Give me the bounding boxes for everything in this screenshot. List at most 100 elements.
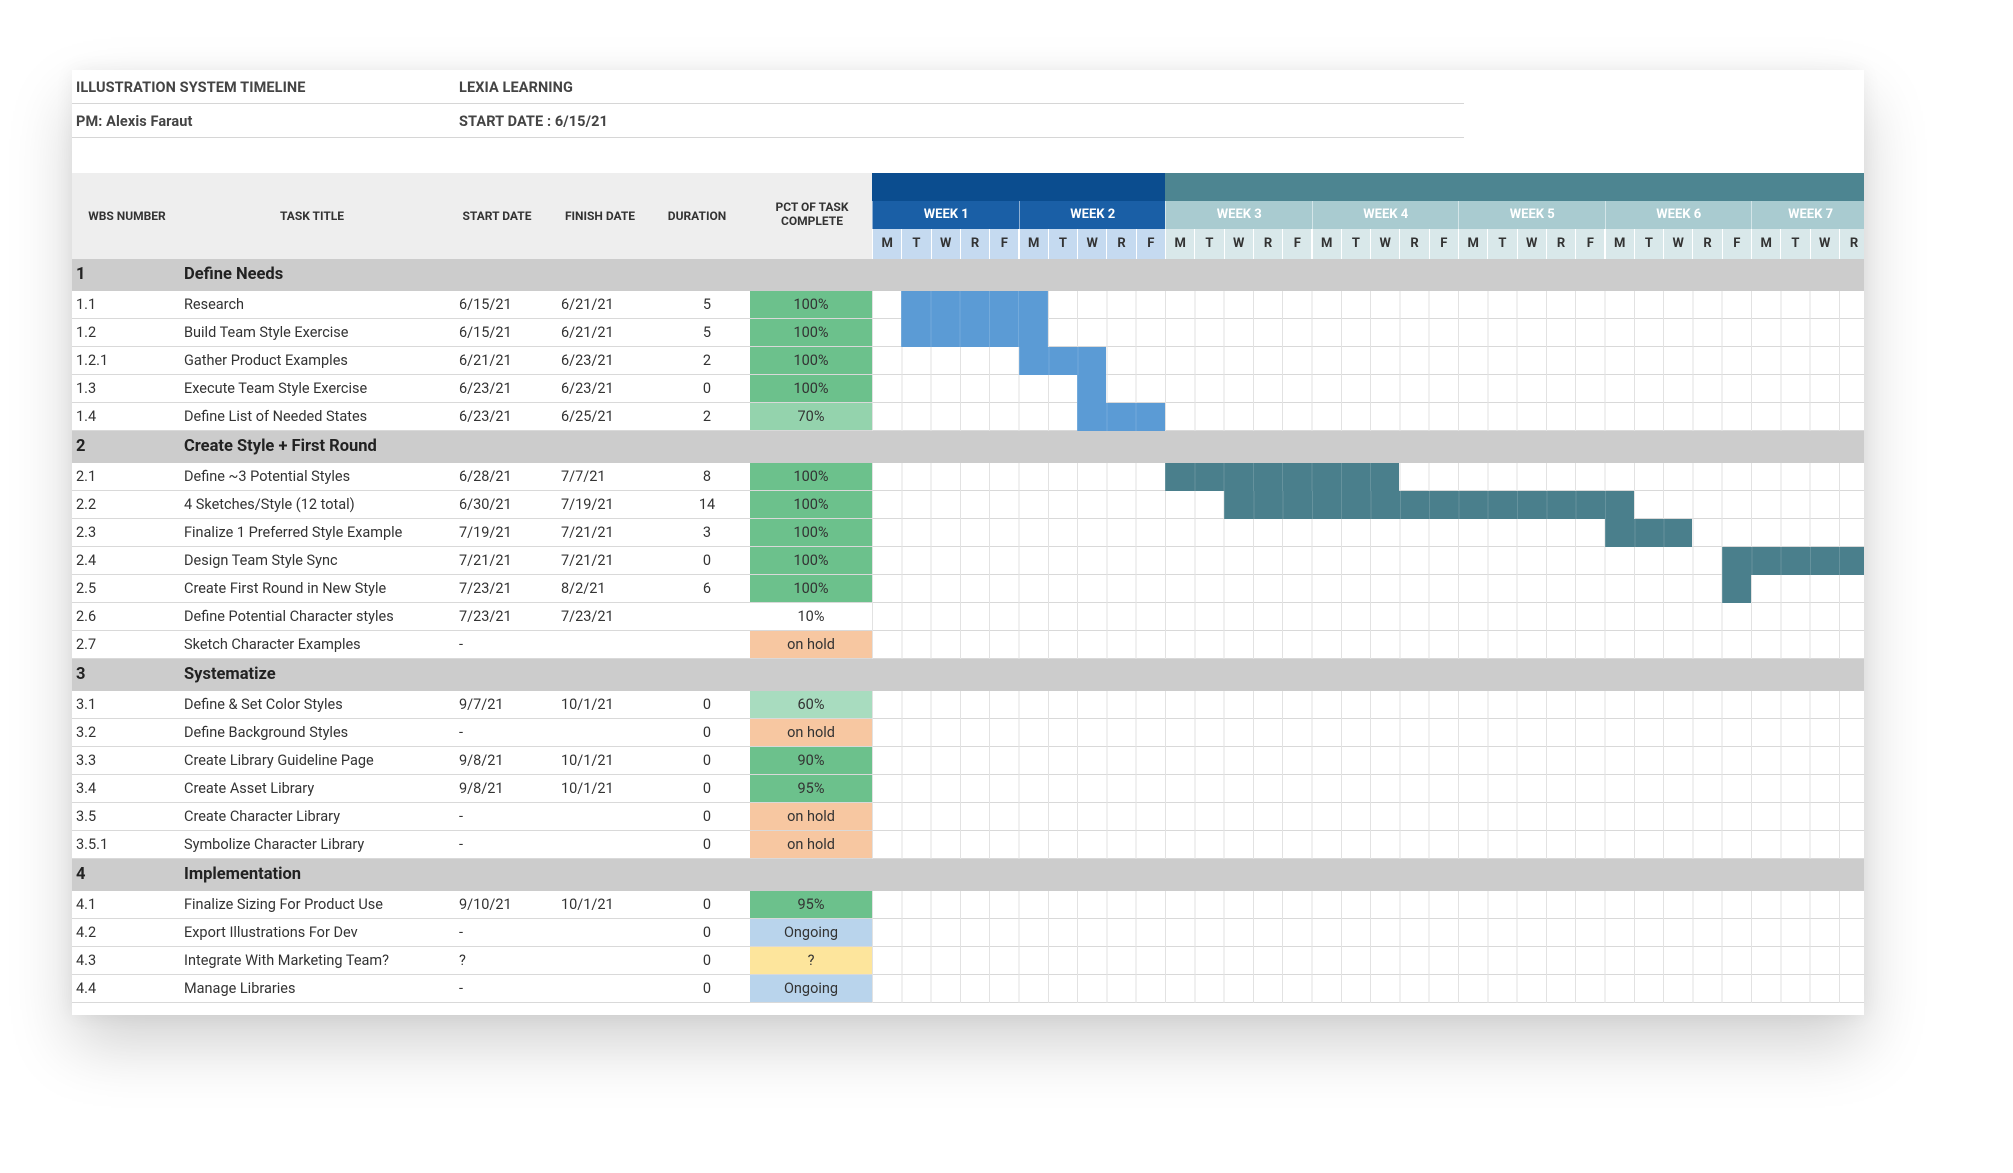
gantt-bar[interactable] (1077, 375, 1107, 403)
day-label: M (1165, 229, 1195, 259)
wbs-cell: 2.1 (76, 468, 97, 485)
finish-date-cell: 6/25/21 (561, 408, 614, 425)
section-title: Systematize (184, 665, 276, 684)
col-header-start: START DATE (462, 209, 532, 223)
week-band-1 (872, 173, 1019, 201)
day-label: W (1663, 229, 1693, 259)
day-label: M (1751, 229, 1781, 259)
gantt-row-grid (872, 575, 1864, 603)
gantt-bar[interactable] (1223, 491, 1634, 519)
pct-complete-cell: 90% (750, 747, 872, 774)
start-date-cell: - (459, 924, 464, 941)
day-label: M (1311, 229, 1341, 259)
day-label: M (1604, 229, 1634, 259)
start-date-cell: - (459, 808, 464, 825)
duration-cell: 0 (702, 752, 712, 769)
gantt-bar[interactable] (1077, 403, 1165, 431)
pct-complete-cell: 100% (750, 519, 872, 546)
pct-complete-cell: ? (750, 947, 872, 974)
project-title: ILLUSTRATION SYSTEM TIMELINE (76, 79, 306, 96)
section-row (72, 859, 1864, 891)
week-band-7 (1751, 173, 1864, 201)
task-title-cell: Gather Product Examples (184, 352, 348, 369)
duration-cell: 0 (702, 552, 712, 569)
day-label: T (1633, 229, 1664, 259)
gantt-row-grid (872, 803, 1864, 831)
week-label-5: WEEK 5 (1458, 201, 1606, 229)
finish-date-cell: 7/7/21 (561, 468, 606, 485)
task-title-cell: Define Potential Character styles (184, 608, 394, 625)
day-label: W (1223, 229, 1253, 259)
gantt-row-grid (872, 975, 1864, 1003)
task-title-cell: Finalize Sizing For Product Use (184, 896, 383, 913)
pct-complete-cell: 100% (750, 291, 872, 318)
task-title-cell: Define & Set Color Styles (184, 696, 343, 713)
wbs-cell: 4.4 (76, 980, 97, 997)
column-header-band (72, 173, 872, 259)
pct-complete-cell: 100% (750, 575, 872, 602)
col-header-pct-line2: COMPLETE (781, 214, 843, 228)
section-title: Implementation (184, 865, 302, 884)
start-date-cell: - (459, 636, 464, 653)
day-label: R (1106, 229, 1136, 259)
wbs-cell: 4.2 (76, 924, 97, 941)
gantt-bar[interactable] (1721, 547, 1864, 575)
section-title: Define Needs (184, 265, 284, 284)
gantt-bar[interactable] (1018, 347, 1107, 375)
gantt-bar[interactable] (1604, 519, 1693, 547)
task-title-cell: Define Background Styles (184, 724, 349, 741)
day-label: F (1135, 229, 1165, 259)
gantt-row-grid (872, 631, 1864, 659)
finish-date-cell: 10/1/21 (561, 896, 614, 913)
wbs-cell: 3.5.1 (76, 836, 109, 853)
finish-date-cell: 10/1/21 (561, 752, 614, 769)
gantt-row-grid (872, 919, 1864, 947)
day-label: F (1721, 229, 1751, 259)
finish-date-cell: 8/2/21 (561, 580, 606, 597)
pct-complete-cell: 100% (750, 491, 872, 518)
day-label: T (1340, 229, 1371, 259)
gantt-row-grid (872, 891, 1864, 919)
pct-complete-cell: Ongoing (750, 919, 872, 946)
start-date-cell: 6/15/21 (459, 324, 512, 341)
task-title-cell: Define ~3 Potential Styles (184, 468, 351, 485)
duration-cell: 0 (702, 980, 712, 997)
col-header-pct-line1: PCT OF TASK (775, 200, 849, 214)
start-date-cell: 9/8/21 (459, 752, 504, 769)
col-header-task: TASK TITLE (279, 209, 344, 223)
day-label: T (1487, 229, 1517, 259)
gantt-bar[interactable] (1165, 463, 1400, 491)
day-label: M (872, 229, 902, 259)
gantt-bar[interactable] (901, 291, 1048, 319)
day-label: W (1809, 229, 1839, 259)
week-band-3 (1165, 173, 1312, 201)
week-band-4 (1311, 173, 1458, 201)
duration-cell: 2 (702, 408, 712, 425)
start-date-cell: 6/28/21 (459, 468, 512, 485)
header-divider (72, 103, 1464, 104)
day-label: W (1516, 229, 1546, 259)
wbs-cell: 1.3 (76, 380, 97, 397)
gantt-bar[interactable] (1721, 575, 1751, 603)
gantt-row-grid (872, 547, 1864, 575)
task-title-cell: Finalize 1 Preferred Style Example (184, 524, 403, 541)
task-title-cell: Create Asset Library (184, 780, 315, 797)
wbs-cell: 3.4 (76, 780, 97, 797)
week-label-6: WEEK 6 (1604, 201, 1752, 229)
finish-date-cell: 7/21/21 (561, 552, 614, 569)
finish-date-cell: 6/23/21 (561, 380, 614, 397)
week-band-6 (1604, 173, 1751, 201)
pct-complete-cell: 70% (750, 403, 872, 430)
week-band-5 (1458, 173, 1605, 201)
gantt-bar[interactable] (901, 319, 1048, 347)
day-label: T (1780, 229, 1810, 259)
project-start-date: START DATE : 6/15/21 (459, 113, 608, 130)
duration-cell: 0 (702, 696, 712, 713)
day-label: F (989, 229, 1019, 259)
finish-date-cell: 7/23/21 (561, 608, 614, 625)
duration-cell: 5 (702, 324, 712, 341)
start-date-cell: - (459, 980, 464, 997)
duration-cell: 14 (698, 496, 716, 513)
pct-complete-cell: 95% (750, 891, 872, 918)
gantt-row-grid (872, 719, 1864, 747)
